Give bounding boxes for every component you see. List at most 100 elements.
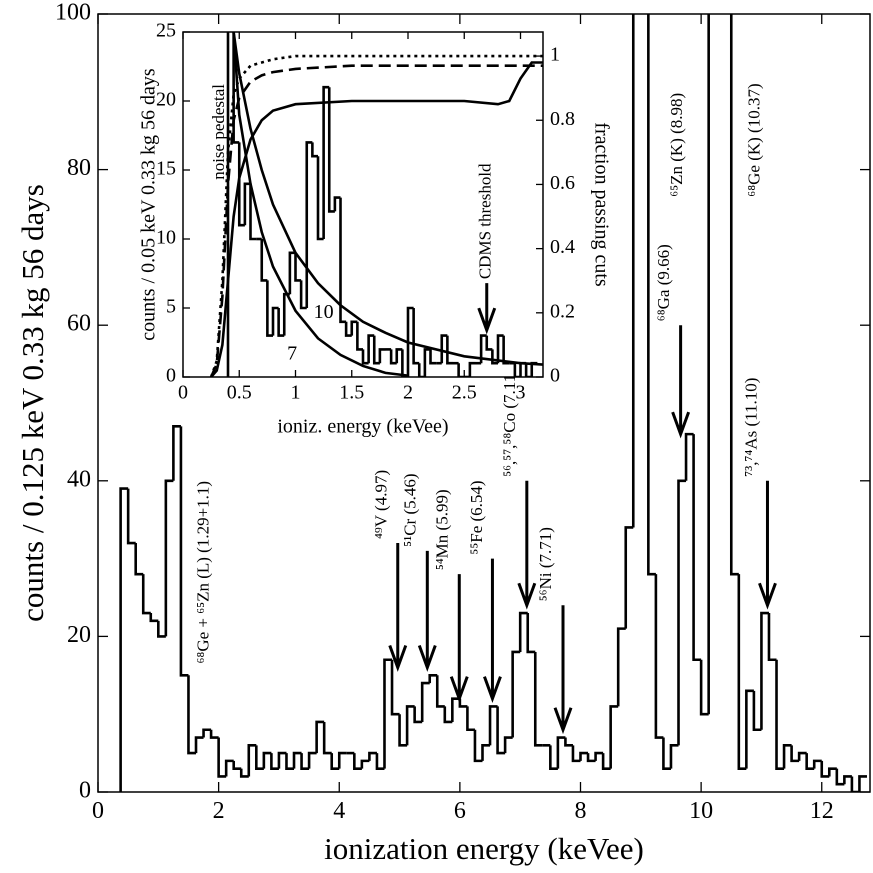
histogram-bin (255, 745, 264, 770)
histogram-bin (271, 306, 279, 336)
arrow (449, 574, 469, 704)
annotation: 10 (314, 301, 334, 323)
annotation: noise pedestal (209, 84, 228, 180)
histogram-bin (466, 706, 475, 732)
histogram-bin (579, 751, 589, 761)
histogram-bin (224, 759, 234, 777)
histogram-bin (262, 751, 272, 769)
arrow (758, 480, 777, 610)
y-axis-label: counts / 0.125 keV 0.33 kg 56 days (15, 184, 50, 622)
histogram-bin (707, 14, 710, 715)
histogram-bin (564, 737, 573, 747)
histogram-bin (316, 156, 324, 241)
histogram-bin (187, 675, 197, 755)
histogram-bin (405, 705, 415, 746)
x-tick-label: 2 (403, 382, 413, 404)
histogram-bin (835, 768, 845, 786)
histogram-bin (549, 745, 558, 770)
histogram-bin (322, 721, 332, 755)
histogram-bin (496, 706, 506, 755)
histogram-bin (333, 196, 341, 212)
x-axis-label: ionization energy (keVee) (324, 831, 644, 866)
x-tick-label: 12 (810, 798, 834, 824)
annotation: ⁶⁸Ge + ⁶⁵Zn (L) (1.29+1.1) (194, 481, 213, 664)
histogram-bin (406, 306, 414, 377)
histogram-bin (491, 349, 498, 365)
histogram-bin (126, 488, 136, 545)
y-tick-label: 10 (156, 227, 176, 249)
y2-tick-label: 0.2 (550, 300, 575, 322)
histogram-bin (232, 760, 242, 770)
histogram-bin (375, 753, 385, 770)
histogram-bin (843, 775, 852, 785)
histogram-bin (292, 751, 302, 769)
histogram-bin (518, 611, 528, 652)
curve (209, 54, 543, 377)
histogram-bin (677, 479, 687, 746)
curve (232, 32, 409, 377)
histogram-bin (311, 142, 318, 158)
histogram-bin (134, 543, 144, 576)
histogram-bin (398, 714, 408, 747)
curve (209, 64, 543, 377)
histogram-bin (344, 321, 352, 337)
x-tick-label: 3 (516, 382, 526, 404)
histogram-bin (820, 760, 830, 778)
histogram-bin (299, 280, 307, 310)
plot-area (209, 32, 543, 377)
annotation: ⁶⁸Ge (K) (10.37) (744, 83, 763, 196)
histogram-bin (647, 14, 656, 576)
histogram-bin (790, 745, 800, 763)
histogram-bin (179, 426, 189, 677)
histogram-bin (446, 335, 453, 365)
histogram-bin (330, 753, 340, 770)
y-tick-label: 25 (156, 20, 176, 42)
y-tick-label: 15 (156, 158, 176, 180)
histogram-bin (488, 705, 498, 746)
histogram-bin (684, 432, 694, 481)
histogram-bin (775, 659, 785, 770)
histogram-bin (526, 613, 536, 654)
histogram-bin (141, 574, 151, 615)
histogram-bin (511, 650, 521, 738)
histogram-bin (395, 348, 403, 364)
chart-1: 0 0.5 1 1.5 2 2.5 3 0 5 10 15 20 25 0 0.2 0.4 0.6 0.8 1 ion… (138, 20, 613, 438)
histogram-bin (172, 425, 181, 481)
annotation: ⁷³,⁷⁴As (11.10) (741, 378, 760, 477)
histogram-bin (692, 434, 702, 662)
histogram-bin (327, 87, 335, 213)
x-tick-label: 10 (689, 798, 713, 824)
histogram-bin (322, 85, 330, 239)
annotation: ⁶⁸Ga (9.66) (654, 244, 673, 321)
histogram-bin (481, 744, 491, 761)
histogram-bin (247, 744, 257, 777)
arrow (477, 283, 497, 335)
annotation: ⁵⁵Fe (6.54) (467, 480, 486, 554)
histogram-bin (157, 620, 166, 638)
y-tick-label: 0 (166, 365, 176, 387)
annotation: ⁵¹Cr (5.46) (401, 473, 420, 546)
histogram-bin (420, 681, 430, 722)
histogram-bin (307, 751, 317, 769)
y-tick-label: 20 (67, 622, 91, 648)
histogram-bin (524, 363, 532, 377)
annotation: ⁵⁴Mn (5.99) (432, 489, 451, 570)
histogram-bin (294, 252, 302, 282)
histogram-bin (440, 334, 448, 364)
histogram-bin (571, 745, 581, 763)
histogram-bin (485, 335, 493, 351)
histogram-bin (729, 14, 739, 576)
plot-area (119, 14, 867, 792)
arrow (553, 605, 573, 735)
y-tick-label: 60 (67, 311, 91, 337)
x-tick-label: 1.5 (339, 382, 364, 404)
histogram-bin (353, 753, 362, 770)
x-tick-label: 0.5 (227, 382, 252, 404)
histogram-bin (594, 751, 604, 761)
histogram-bin (417, 363, 425, 377)
histogram-bin (669, 744, 679, 769)
histogram-bin (601, 753, 611, 770)
